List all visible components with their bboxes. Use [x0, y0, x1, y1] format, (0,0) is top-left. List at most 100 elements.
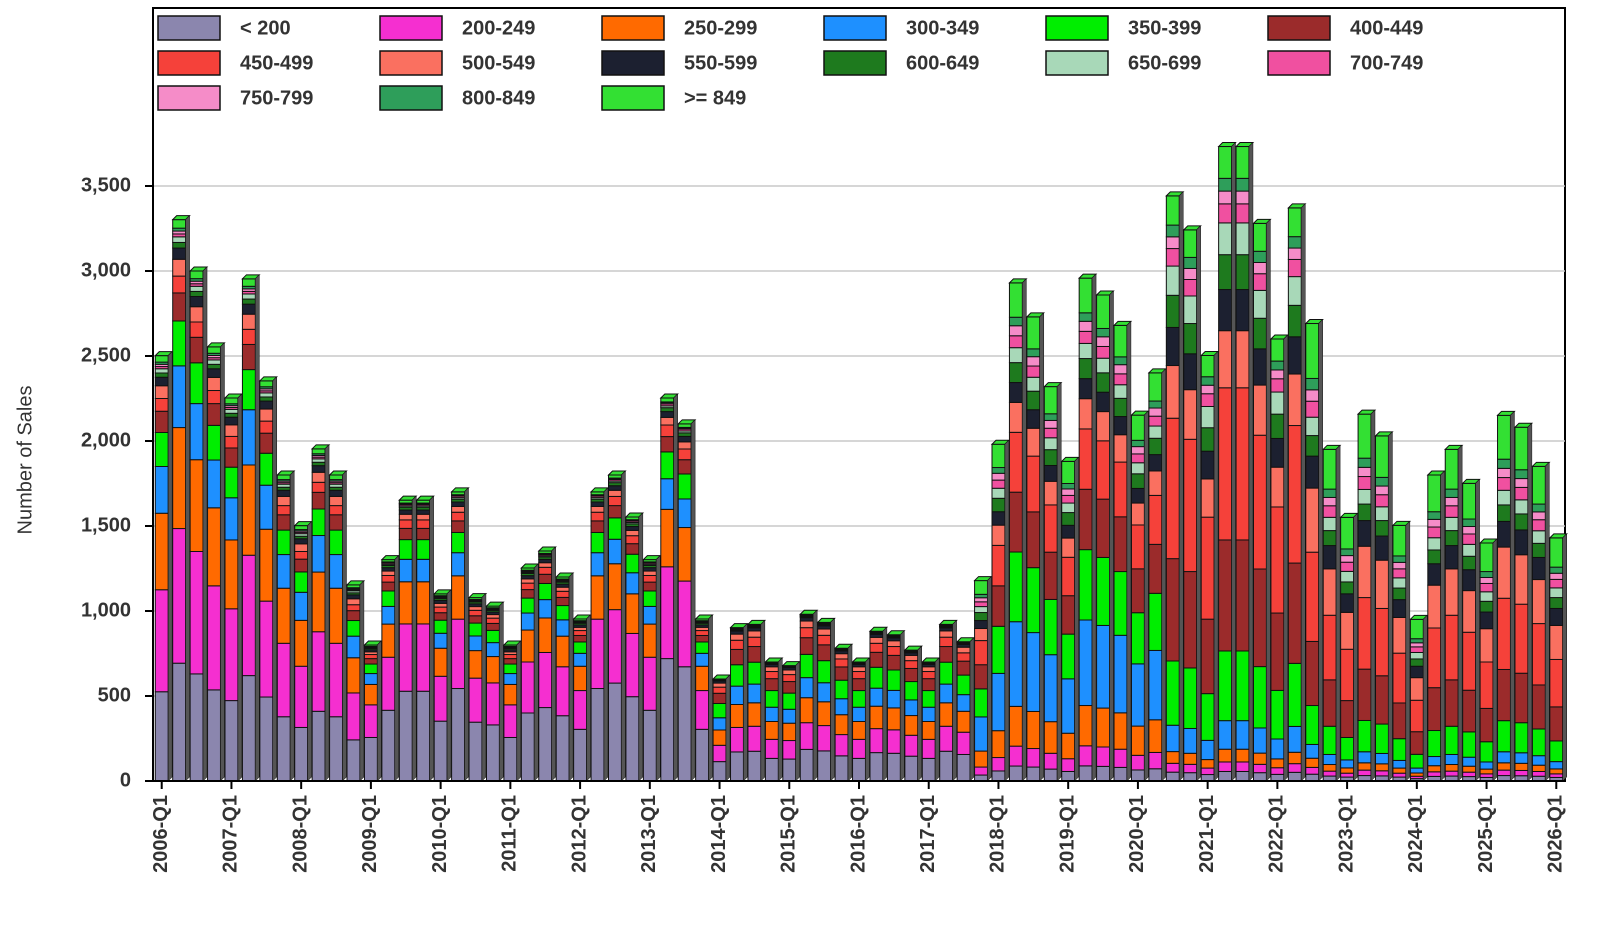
- bar-segment: [346, 604, 361, 612]
- bar-segment: [886, 707, 901, 731]
- bar-segment: [590, 688, 605, 782]
- bar-segment: [1462, 765, 1477, 773]
- bar-segment: [1270, 466, 1285, 508]
- bar-side: [1039, 312, 1045, 782]
- bar-segment: [1305, 640, 1320, 707]
- bar-segment: [1026, 748, 1041, 768]
- bar-segment: [1200, 384, 1215, 395]
- bar-segment: [1375, 763, 1389, 772]
- bar-segment: [433, 632, 448, 649]
- bar-segment: [1252, 763, 1267, 774]
- bar-segment: [799, 722, 814, 750]
- bar-segment: [1183, 438, 1198, 573]
- bar-segment: [1340, 759, 1355, 769]
- bar-segment: [939, 636, 954, 648]
- bar-segment: [764, 721, 779, 740]
- bar-segment: [1444, 448, 1459, 490]
- bar-segment: [1514, 529, 1529, 556]
- bar-segment: [956, 753, 971, 782]
- bar-segment: [974, 750, 988, 768]
- bar-segment: [1113, 364, 1128, 375]
- bar-segment: [1235, 387, 1250, 541]
- bar-segment: [1375, 535, 1389, 561]
- bar-segment: [1235, 177, 1250, 192]
- bar-segment: [1270, 689, 1285, 740]
- bar-segment: [1165, 417, 1180, 560]
- bar-segment: [1078, 549, 1093, 621]
- bar-side: [551, 546, 556, 782]
- bar-segment: [921, 678, 936, 692]
- bar-segment: [172, 427, 187, 530]
- bar-segment: [1427, 730, 1442, 758]
- bar-segment: [1357, 751, 1372, 764]
- bar-segment: [1340, 767, 1355, 774]
- bar-segment: [1462, 771, 1477, 778]
- bar-segment: [1287, 373, 1302, 427]
- bar-segment: [1183, 256, 1198, 269]
- bar-segment: [468, 615, 483, 624]
- bar-segment: [468, 721, 483, 782]
- bar-segment: [642, 574, 657, 583]
- bar-segment: [1165, 762, 1180, 773]
- bar-segment: [329, 642, 343, 718]
- bar-segment: [1479, 628, 1494, 663]
- bar-segment: [660, 416, 675, 426]
- bar-segment: [1375, 770, 1389, 777]
- bar-segment: [1026, 409, 1041, 429]
- bar-segment: [1078, 320, 1093, 332]
- bar-side: [481, 592, 487, 782]
- bar-segment: [1427, 756, 1442, 767]
- bar-segment: [1287, 247, 1302, 260]
- bar-segment: [939, 630, 954, 638]
- bar-segment: [154, 589, 169, 693]
- bar-segment: [1287, 771, 1302, 782]
- bar-segment: [259, 600, 274, 698]
- bar-segment: [381, 656, 396, 711]
- bar-segment: [1008, 491, 1023, 553]
- bar-segment: [1148, 470, 1163, 496]
- bar-segment: [329, 716, 343, 782]
- bar-segment: [799, 637, 814, 655]
- bar-segment: [1531, 511, 1546, 521]
- bar-segment: [834, 658, 849, 668]
- bar-segment: [1096, 294, 1110, 329]
- bar-segment: [1096, 440, 1110, 500]
- bar-segment: [224, 397, 239, 405]
- bar-segment: [416, 509, 431, 515]
- bar-segment: [1008, 705, 1023, 747]
- x-tick-label: 2022-Q1: [1266, 795, 1288, 873]
- y-tick-label: 3,000: [81, 259, 131, 281]
- bar-segment: [1305, 766, 1320, 775]
- bar-segment: [276, 716, 291, 782]
- bar-segment: [782, 740, 797, 760]
- bar-segment: [1043, 427, 1058, 439]
- bar-segment: [817, 628, 832, 636]
- bar-segment: [1183, 389, 1198, 440]
- bar-segment: [799, 627, 814, 639]
- x-tick-label: 2010-Q1: [429, 795, 451, 873]
- bar-segment: [782, 669, 797, 676]
- bar-segment: [747, 636, 762, 648]
- bar-segment: [503, 704, 518, 738]
- bar-segment: [1113, 373, 1128, 386]
- bar-segment: [1130, 453, 1145, 464]
- bar-segment: [1531, 728, 1546, 757]
- bar-segment: [1008, 282, 1023, 318]
- bar-segment: [1287, 562, 1302, 664]
- bar-segment: [1235, 222, 1250, 256]
- bar-segment: [1479, 542, 1494, 573]
- bar-segment: [1165, 724, 1180, 753]
- bar-segment: [189, 459, 204, 553]
- bar-segment: [921, 666, 936, 673]
- bar-segment: [974, 664, 988, 690]
- bar-segment: [590, 552, 605, 577]
- bar-segment: [1531, 579, 1546, 625]
- bar-segment: [503, 683, 518, 706]
- bar-segment: [346, 739, 361, 782]
- bar-segment: [1008, 382, 1023, 403]
- bar-segment: [346, 620, 361, 637]
- bar-segment: [172, 320, 187, 367]
- bar-segment: [1252, 273, 1267, 291]
- bar-segment: [1531, 755, 1546, 766]
- bar-segment: [1043, 437, 1058, 451]
